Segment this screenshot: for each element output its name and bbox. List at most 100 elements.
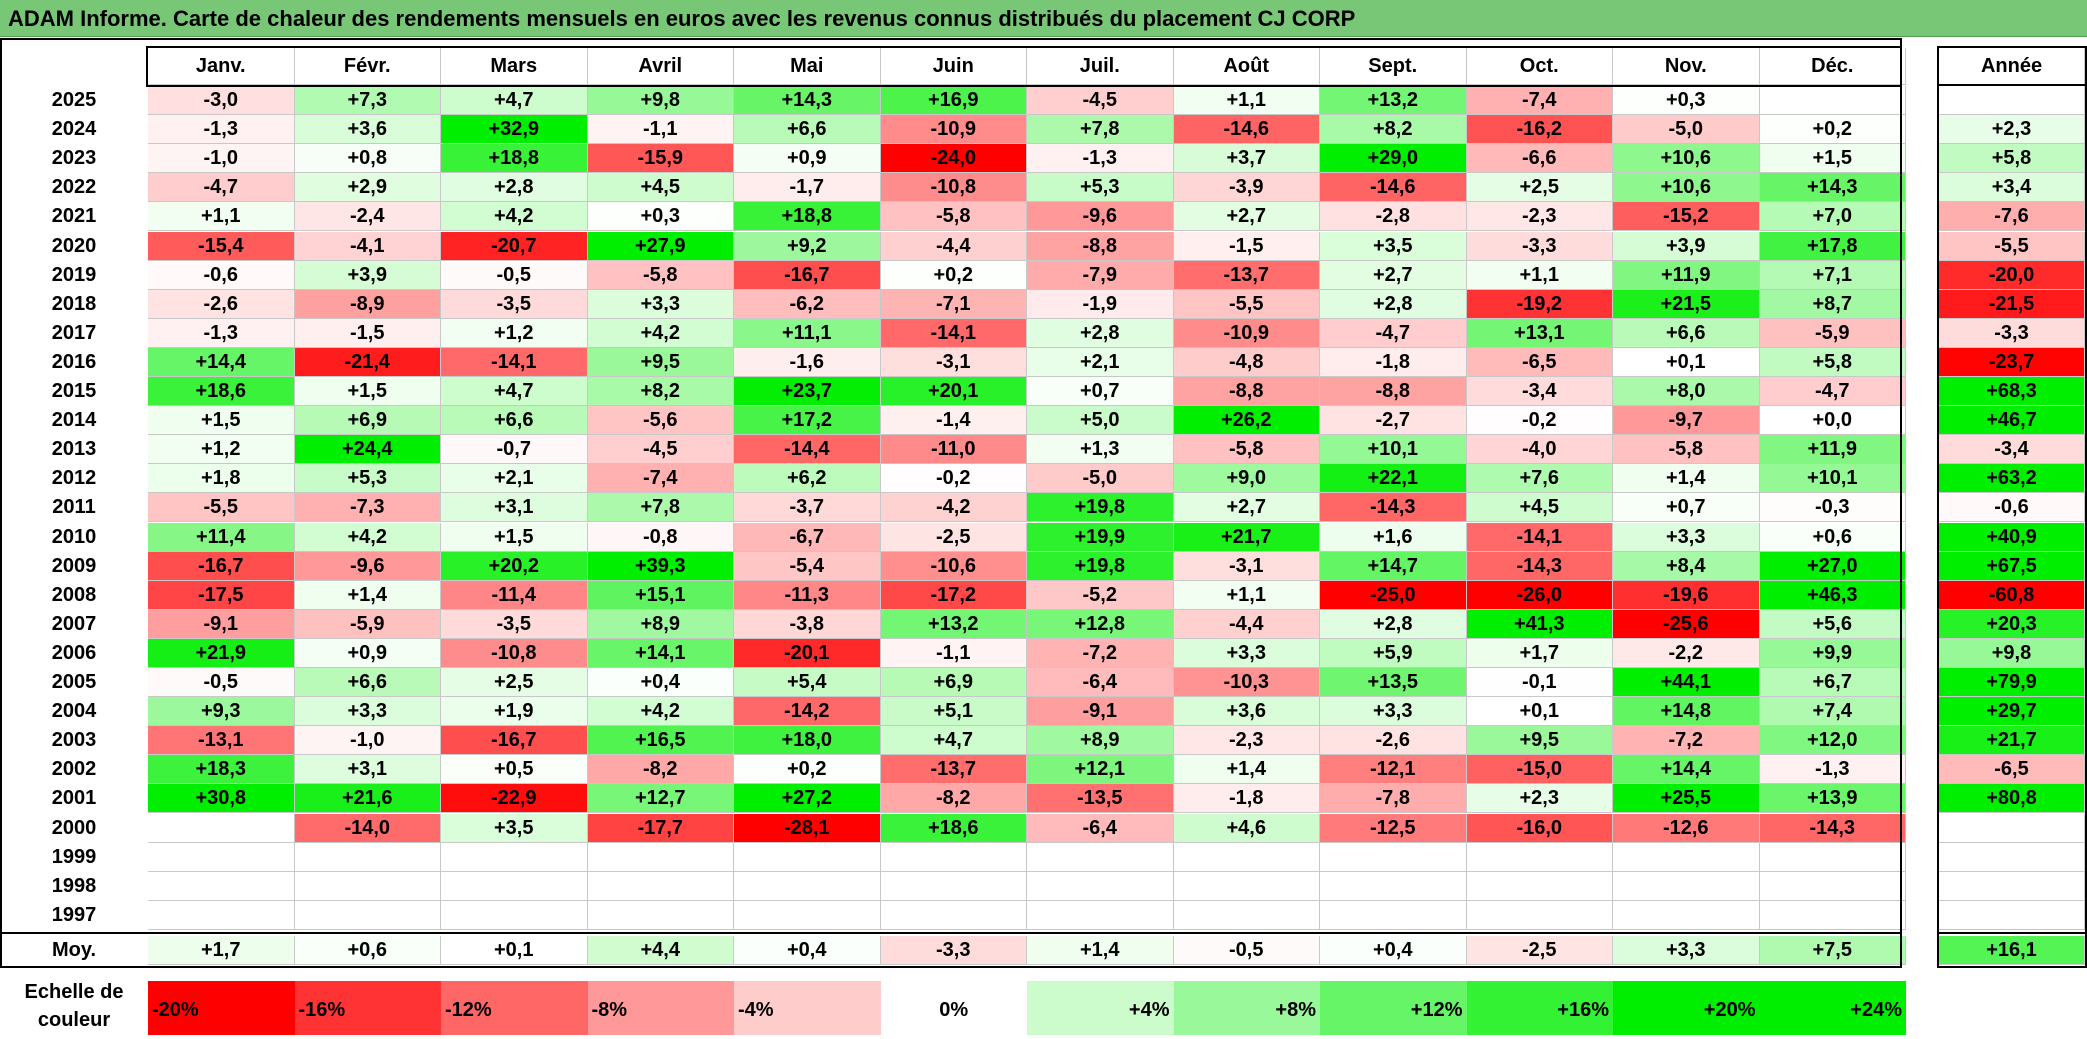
heatmap-cell: +3,1	[441, 493, 588, 523]
heatmap-cell: +20,1	[880, 377, 1027, 407]
heatmap-cell: +7,1	[1759, 260, 1906, 290]
heatmap-cell: -3,5	[441, 609, 588, 639]
month-header: Févr.	[294, 48, 441, 85]
heatmap-cell: -3,3	[1466, 231, 1613, 261]
heatmap-cell	[1759, 871, 1906, 901]
heatmap-cell: +1,2	[148, 435, 295, 465]
heatmap-cell: +8,2	[587, 377, 734, 407]
heatmap-cell: +14,7	[1320, 551, 1467, 581]
heatmap-cell: +9,5	[1466, 726, 1613, 756]
heatmap-cell: +3,3	[1173, 638, 1320, 668]
heatmap-cell	[294, 842, 441, 872]
heatmap-cell	[1320, 842, 1467, 872]
heatmap-cell: -1,7	[734, 173, 881, 203]
month-header: Juil.	[1027, 48, 1174, 85]
heatmap-cell: -4,0	[1466, 435, 1613, 465]
heatmap-cell: +23,7	[734, 377, 881, 407]
year-label: 2007	[51, 612, 97, 635]
heatmap-cell: -14,3	[1466, 551, 1613, 581]
heatmap-cell	[587, 842, 734, 872]
heatmap-cell: -14,1	[1466, 522, 1613, 552]
heatmap-cell	[734, 900, 881, 930]
heatmap-cell: -20,1	[734, 638, 881, 668]
heatmap-cell: -3,7	[734, 493, 881, 523]
heatmap-cell: -1,3	[148, 115, 295, 145]
heatmap-cell: -0,8	[587, 522, 734, 552]
annual-cell: -5,5	[1939, 231, 2085, 261]
heatmap-cell: +5,9	[1320, 638, 1467, 668]
year-label: 2000	[51, 816, 97, 839]
heatmap-cell: -12,6	[1613, 813, 1760, 843]
heatmap-cell: +1,6	[1320, 522, 1467, 552]
heatmap-cell: +2,9	[294, 173, 441, 203]
heatmap-cell: +12,7	[587, 784, 734, 814]
annual-cell: -60,8	[1939, 580, 2085, 610]
heatmap-cell: -14,2	[734, 697, 881, 727]
heatmap-cell: -5,0	[1613, 115, 1760, 145]
average-label: Moy.	[51, 939, 97, 961]
heatmap-cell	[294, 871, 441, 901]
heatmap-cell: -13,1	[148, 726, 295, 756]
heatmap-cell: -15,4	[148, 231, 295, 261]
heatmap-cell: -14,3	[1320, 493, 1467, 523]
heatmap-cell: +29,0	[1320, 144, 1467, 174]
heatmap-cell	[1613, 842, 1760, 872]
heatmap-cell: +6,6	[294, 668, 441, 698]
heatmap-cell: +1,7	[1466, 638, 1613, 668]
heatmap-cell: +1,5	[294, 377, 441, 407]
heatmap-cell: -21,4	[294, 347, 441, 377]
month-header: Juin	[880, 48, 1027, 85]
heatmap-cell: +1,1	[148, 202, 295, 232]
heatmap-cell: +11,9	[1613, 260, 1760, 290]
heatmap-cell: -14,1	[441, 347, 588, 377]
heatmap-cell: -1,5	[1173, 231, 1320, 261]
heatmap-cell: +5,0	[1027, 406, 1174, 436]
heatmap-cell	[1027, 842, 1174, 872]
heatmap-cell: -12,1	[1320, 755, 1467, 785]
heatmap-cell: -7,2	[1613, 726, 1760, 756]
heatmap-cell: +2,3	[1466, 784, 1613, 814]
year-label: 2005	[51, 671, 97, 693]
heatmap-cell: +1,3	[1027, 435, 1174, 465]
heatmap-cell	[1027, 900, 1174, 930]
heatmap-cell: -0,5	[441, 260, 588, 290]
heatmap-cell: -26,0	[1466, 580, 1613, 610]
heatmap-cell: +4,7	[441, 86, 588, 116]
heatmap-cell: +21,5	[1613, 289, 1760, 319]
heatmap-cell: +6,9	[294, 406, 441, 436]
heatmap-cell: -14,1	[880, 318, 1027, 348]
heatmap-cell: -13,5	[1027, 784, 1174, 814]
heatmap-cell: +10,6	[1613, 144, 1760, 174]
heatmap-cell: -9,1	[1027, 697, 1174, 727]
heatmap-cell: +7,8	[1027, 115, 1174, 145]
heatmap-cell	[880, 871, 1027, 901]
month-header: Sept.	[1320, 48, 1467, 85]
heatmap-cell: +12,1	[1027, 755, 1174, 785]
annual-cell: +9,8	[1939, 638, 2085, 668]
heatmap-cell: +10,1	[1320, 435, 1467, 465]
year-label: 2006	[51, 641, 97, 664]
heatmap-cell: +0,5	[441, 755, 588, 785]
average-cell: +0,4	[1320, 936, 1467, 965]
heatmap-cell: +18,6	[148, 377, 295, 407]
heatmap-cell: -11,4	[441, 580, 588, 610]
year-label: 2001	[51, 787, 97, 810]
heatmap-cell: +0,3	[587, 202, 734, 232]
heatmap-cell: -2,7	[1320, 406, 1467, 436]
heatmap-cell: +18,8	[734, 202, 881, 232]
heatmap-cell: -8,8	[1173, 377, 1320, 407]
average-cell: +0,6	[294, 936, 441, 965]
heatmap-cell: +13,2	[1320, 86, 1467, 116]
heatmap-cell: +3,3	[1613, 522, 1760, 552]
heatmap-cell: -3,0	[148, 86, 295, 116]
average-cell: -0,5	[1173, 936, 1320, 965]
heatmap-cell: +8,0	[1613, 377, 1760, 407]
heatmap-cell: -10,9	[1173, 318, 1320, 348]
heatmap-cell: +0,4	[587, 668, 734, 698]
heatmap-cell: +0,3	[1613, 86, 1760, 116]
heatmap-cell: -6,6	[1466, 144, 1613, 174]
heatmap-cell: -10,3	[1173, 668, 1320, 698]
heatmap-cell: +27,2	[734, 784, 881, 814]
month-header: Avril	[587, 48, 734, 85]
annual-cell: +67,5	[1939, 551, 2085, 581]
